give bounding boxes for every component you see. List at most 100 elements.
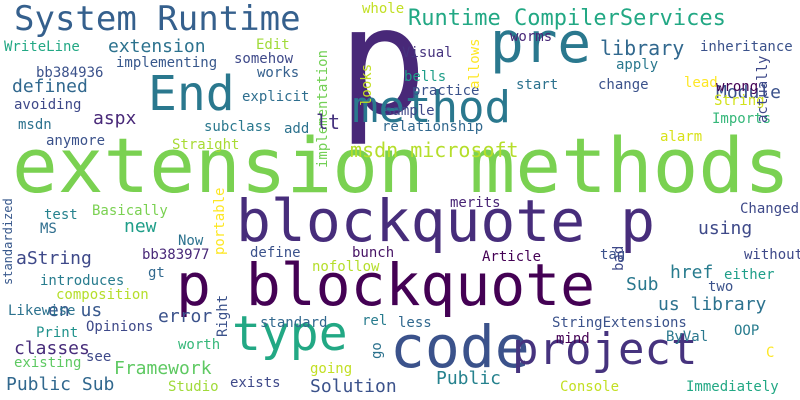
word-15: Module bbox=[716, 82, 782, 103]
word-1: extension methods bbox=[12, 121, 790, 210]
word-62: Now bbox=[178, 233, 204, 249]
word-16: aspx bbox=[93, 108, 137, 129]
word-63: gt bbox=[148, 265, 165, 281]
word-52: StringExtensions bbox=[552, 315, 687, 331]
word-99: change bbox=[598, 77, 649, 93]
word-24: en us bbox=[48, 300, 103, 321]
word-9: pre bbox=[490, 11, 592, 76]
word-61: test bbox=[44, 207, 78, 223]
word-81: anymore bbox=[46, 133, 106, 149]
word-82: Edit bbox=[256, 37, 290, 53]
word-75: either bbox=[724, 267, 775, 283]
word-68: Right bbox=[215, 294, 231, 337]
word-35: Basically bbox=[92, 203, 168, 219]
word-92: bells bbox=[404, 69, 447, 85]
word-100: inheritance bbox=[700, 39, 793, 55]
word-96: whole bbox=[362, 1, 405, 17]
word-74: without bbox=[744, 247, 800, 263]
word-56: Opinions bbox=[86, 319, 154, 335]
word-20: Framework bbox=[114, 358, 212, 379]
word-14: extension bbox=[108, 36, 206, 57]
word-55: Print bbox=[36, 325, 79, 341]
word-31: Article bbox=[482, 249, 542, 265]
word-69: standard bbox=[260, 315, 328, 331]
word-51: less bbox=[398, 315, 432, 331]
word-11: Runtime CompilerServices bbox=[408, 6, 726, 31]
word-54: C bbox=[766, 345, 775, 361]
word-19: Public Sub bbox=[6, 374, 115, 395]
word-72: Changed bbox=[740, 201, 800, 217]
word-71: bad bbox=[611, 245, 627, 271]
word-53: OOP bbox=[734, 323, 760, 339]
word-105: actually bbox=[755, 55, 771, 123]
word-28: new bbox=[124, 216, 157, 237]
word-91: Visual bbox=[402, 45, 453, 61]
word-6: method bbox=[352, 82, 511, 133]
word-78: implementing bbox=[116, 55, 218, 71]
word-4: code bbox=[390, 313, 530, 381]
word-106: alarm bbox=[660, 129, 703, 145]
word-18: us library bbox=[658, 294, 767, 315]
word-101: lead bbox=[684, 75, 718, 91]
word-103: String bbox=[714, 93, 765, 109]
word-40: ByVal bbox=[666, 329, 709, 345]
word-17: defined bbox=[12, 76, 88, 97]
word-29: Sub bbox=[626, 274, 659, 295]
word-37: introduces bbox=[40, 273, 125, 289]
word-12: msdn microsoft bbox=[350, 138, 519, 162]
word-65: bunch bbox=[352, 245, 395, 261]
word-25: error bbox=[158, 306, 213, 327]
word-48: going bbox=[310, 361, 353, 377]
word-22: Public bbox=[436, 368, 502, 389]
word-2: blockquote p bbox=[236, 187, 656, 255]
word-26: href bbox=[670, 262, 714, 283]
word-87: add bbox=[284, 121, 310, 137]
word-38: nofollow bbox=[312, 259, 380, 275]
word-67: portable bbox=[212, 187, 228, 255]
word-34: Straight bbox=[172, 137, 240, 153]
word-104: Imports bbox=[712, 111, 772, 127]
word-64: define bbox=[250, 245, 301, 261]
word-45: worth bbox=[178, 337, 221, 353]
word-27: using bbox=[698, 218, 753, 239]
word-79: avoiding bbox=[14, 97, 82, 113]
word-94: allows bbox=[467, 38, 483, 89]
word-102: wrong bbox=[716, 79, 759, 95]
word-46: Studio bbox=[168, 379, 219, 395]
word-93: practice bbox=[412, 83, 480, 99]
word-8: End bbox=[148, 66, 235, 122]
word-98: apply bbox=[616, 57, 659, 73]
word-57: see bbox=[86, 349, 112, 365]
word-0: p bbox=[338, 0, 428, 148]
word-47: exists bbox=[230, 375, 281, 391]
word-76: WriteLine bbox=[4, 39, 80, 55]
word-13: library bbox=[600, 36, 685, 60]
word-21: Solution bbox=[310, 376, 397, 397]
word-33: lt bbox=[316, 110, 341, 134]
word-49: go bbox=[369, 342, 385, 359]
word-88: looks bbox=[359, 63, 375, 106]
word-43: existing bbox=[14, 355, 82, 371]
word-86: subclass bbox=[204, 119, 272, 135]
word-89: sample bbox=[384, 103, 435, 119]
word-60: MS bbox=[40, 221, 57, 237]
word-39: mind bbox=[556, 331, 590, 347]
word-97: worms bbox=[510, 29, 553, 45]
word-7: type bbox=[232, 306, 348, 362]
word-3: p blockquote bbox=[176, 251, 596, 319]
word-73: two bbox=[708, 279, 734, 295]
word-36: bb383977 bbox=[142, 247, 210, 263]
word-95: start bbox=[516, 77, 559, 93]
word-77: bb384936 bbox=[36, 65, 104, 81]
word-44: composition bbox=[56, 287, 149, 303]
word-83: somehow bbox=[234, 51, 294, 67]
word-90: relationship bbox=[382, 119, 484, 135]
word-32: implementation bbox=[315, 49, 331, 168]
word-42: Immediately bbox=[686, 379, 779, 395]
word-66: merits bbox=[450, 195, 501, 211]
word-58: Likewise bbox=[8, 303, 76, 319]
word-85: explicit bbox=[242, 89, 310, 105]
word-10: System Runtime bbox=[14, 0, 301, 39]
word-50: rel bbox=[362, 313, 388, 329]
